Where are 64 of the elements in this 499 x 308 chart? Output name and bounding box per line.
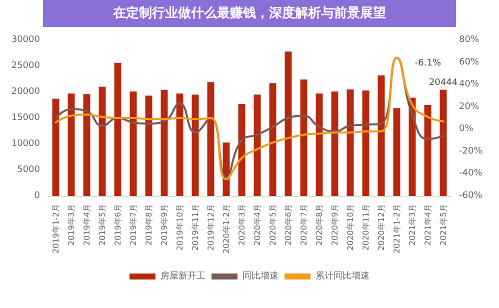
x-tick-label: 2020年1-2月 [222, 204, 231, 254]
y2-tick-label: 0% [459, 124, 474, 134]
y-tick-label: 30000 [11, 35, 40, 45]
y-tick-label: 15000 [11, 113, 40, 123]
legend-label: 累计同比增速 [316, 270, 370, 282]
x-tick-label: 2019年9月 [160, 204, 169, 246]
bar [269, 83, 276, 196]
bar [68, 94, 75, 196]
y-tick-label: 25000 [11, 61, 40, 71]
bar [145, 96, 152, 196]
annotation: -6.1% [414, 58, 442, 68]
x-tick-label: 2020年6月 [284, 204, 293, 246]
x-tick-label: 2020年4月 [252, 204, 262, 246]
bar [393, 108, 400, 196]
y2-tick-label: 40% [459, 80, 480, 90]
x-tick-label: 2020年10月 [346, 204, 355, 251]
x-tick-label: 2019年5月 [98, 204, 107, 246]
x-tick-label: 2020年5月 [268, 204, 278, 246]
bar [362, 90, 370, 196]
y2-tick-label: 60% [459, 57, 480, 68]
y2-tick-label: -20% [459, 146, 483, 156]
x-tick-label: 2020年11月 [361, 204, 370, 251]
y2-tick-label: 80% [459, 35, 480, 45]
bar [284, 51, 292, 196]
bar [130, 91, 137, 196]
x-tick-label: 2020年9月 [330, 204, 340, 246]
legend-label: 房屋新开工 [160, 270, 206, 282]
bar [300, 80, 308, 196]
x-tick-label: 2021年5月 [438, 204, 448, 246]
y-tick-label: 5000 [17, 165, 40, 175]
bar [346, 89, 354, 196]
y2-tick-label: 20% [459, 102, 480, 112]
x-tick-label: 2020年3月 [237, 204, 246, 246]
y2-tick-label: -40% [459, 168, 483, 179]
x-tick-label: 2019年4月 [82, 204, 92, 246]
x-tick-label: 2020年8月 [314, 204, 324, 246]
x-tick-label: 2020年7月 [299, 204, 308, 246]
x-tick-label: 2019年1-2月 [51, 204, 60, 254]
y-tick-label: 10000 [11, 139, 40, 149]
x-tick-label: 2019年8月 [144, 204, 154, 246]
legend-label: 同比增速 [242, 270, 278, 282]
y-tick-label: 0 [34, 191, 40, 201]
x-tick-label: 2021年4月 [423, 204, 432, 246]
chart-title: 在定制行业做什么最赚钱，深度解析与前景展望 [112, 5, 386, 21]
x-tick-label: 2019年10月 [175, 204, 184, 251]
y2-tick-label: -60% [459, 191, 483, 201]
y-tick-label: 20000 [11, 87, 40, 97]
x-tick-label: 2019年6月 [113, 204, 122, 246]
x-tick-label: 2019年12月 [206, 204, 216, 251]
annotation: 20444 [428, 78, 458, 88]
bar [52, 98, 60, 196]
bar [331, 91, 338, 196]
bar [160, 90, 168, 196]
bar [378, 75, 385, 196]
x-tick-label: 2019年3月 [66, 204, 76, 246]
bar [440, 90, 447, 196]
x-tick-label: 2021年3月 [408, 204, 417, 246]
x-tick-label: 2019年7月 [128, 204, 138, 246]
x-tick-label: 2020年12月 [376, 204, 386, 251]
bar [114, 62, 122, 196]
bar [207, 82, 214, 196]
bar [98, 86, 106, 196]
x-tick-label: 2021年1-2月 [392, 204, 402, 254]
x-tick-label: 2019年11月 [190, 204, 200, 251]
